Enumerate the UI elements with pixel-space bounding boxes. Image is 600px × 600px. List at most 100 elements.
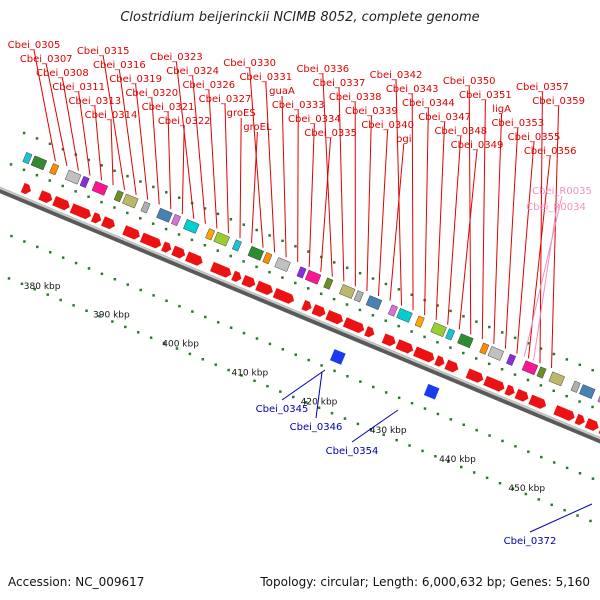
label-leader-line (351, 409, 399, 443)
tick-dot (188, 352, 192, 356)
forward-gene-label: Cbei_0334 (288, 114, 341, 125)
feature-box (140, 201, 151, 214)
cds-arrow (465, 368, 484, 383)
reverse-feature-track (329, 349, 440, 400)
tick-dot (48, 179, 52, 182)
tick-dot (449, 418, 453, 421)
cds-arrow (444, 359, 459, 373)
label-leader-line (516, 141, 535, 354)
tick-dot (382, 433, 385, 436)
label-leader-line (239, 117, 242, 239)
reverse-gene-label: Cbei_0346 (290, 422, 343, 433)
topology-text: Topology: circular; Length: 6,000,632 bp… (260, 575, 590, 589)
forward-gene-label: Cbei_0330 (223, 58, 276, 69)
cds-arrow (231, 270, 242, 282)
kbp-tick-labels: 380 kbp 390 kbp 400 kbp 410 kbp 420 kbp 430 k… (24, 282, 546, 494)
cds-arrow (413, 346, 435, 363)
feature-box (548, 371, 565, 387)
label-leader-line (61, 77, 79, 171)
cds-arrow (20, 182, 32, 195)
tick-dot (474, 357, 478, 360)
tick-dot (162, 341, 166, 345)
tick-dot (332, 261, 336, 264)
forward-gene-label: Cbei_0308 (36, 68, 89, 79)
tick-dot (178, 304, 181, 308)
label-leader-line (33, 49, 56, 162)
label-leader-line (94, 105, 103, 181)
tick-dot (356, 422, 360, 426)
label-leader-line (533, 211, 557, 361)
tick-dot (126, 283, 130, 286)
tick-dot (164, 227, 168, 231)
forward-gene-label: Cbei_0356 (524, 146, 577, 157)
forward-gene-label: Cbei_0343 (386, 84, 439, 95)
label-leader-line (181, 125, 185, 215)
tick-dot (255, 265, 258, 269)
tick-dot (436, 412, 440, 416)
tick-dot (511, 487, 515, 490)
tick-dot (72, 304, 75, 307)
tick-dot (359, 380, 362, 383)
cds-arrow (574, 413, 585, 426)
tick-dot (578, 400, 581, 403)
tick-dot (449, 346, 452, 349)
forward-gene-label: pgi (396, 134, 411, 145)
tick-dot (229, 218, 233, 221)
feature-box (536, 366, 547, 379)
forward-gene-label: Cbei_0351 (459, 90, 512, 101)
tick-dot (500, 367, 504, 371)
tick-dot (487, 362, 491, 366)
cds-arrow (342, 317, 365, 334)
tick-dot (540, 455, 543, 459)
tick-dot (216, 321, 220, 324)
feature-box (79, 175, 90, 188)
cds-arrow (514, 388, 529, 402)
cds-arrow (528, 394, 547, 409)
tick-dot (46, 293, 50, 296)
tick-dot (177, 233, 181, 236)
tick-dot (177, 196, 181, 199)
tick-dot (113, 206, 116, 209)
tick-dot (22, 131, 26, 135)
tick-dot (139, 288, 142, 292)
label-leader-line (251, 131, 258, 243)
tick-dot (216, 249, 220, 252)
kbp-tick-label: 380 kbp (24, 282, 61, 292)
forward-gene-label: Cbei_0336 (296, 64, 349, 75)
tick-dot (397, 396, 401, 400)
tick-dot (488, 434, 491, 437)
tick-dot (87, 267, 91, 270)
tick-dot (343, 417, 347, 420)
cds-arrow (185, 251, 203, 266)
tick-dot (307, 358, 310, 362)
tick-dot (124, 325, 127, 329)
tick-dot (345, 266, 349, 270)
tick-dot (410, 401, 414, 405)
feature-box (479, 342, 490, 355)
tick-dot (175, 347, 179, 350)
outer-feature-track (20, 152, 600, 439)
tick-dot (408, 444, 411, 447)
forward-gene-label: Cbei_0320 (125, 88, 178, 99)
feature-box (387, 304, 398, 317)
tick-dot (203, 244, 207, 247)
tick-dot (294, 244, 297, 248)
tick-dot (514, 445, 517, 448)
tick-dot (384, 391, 388, 394)
tick-dot (539, 384, 543, 387)
tick-dot (460, 465, 463, 469)
tick-dot (306, 287, 310, 290)
feature-box (231, 239, 242, 252)
cds-arrow (161, 241, 172, 253)
label-leader-line (322, 73, 333, 277)
tick-dot (434, 455, 437, 458)
reverse-gene-label: Cbei_0345 (256, 404, 309, 415)
label-leader-line (315, 371, 323, 419)
feature-box (414, 315, 425, 328)
tick-dot (552, 389, 556, 393)
tick-dot (227, 368, 230, 372)
cds-arrow (504, 384, 515, 396)
tick-dot (113, 169, 116, 173)
tick-dot (330, 411, 334, 415)
feature-box (506, 353, 517, 366)
